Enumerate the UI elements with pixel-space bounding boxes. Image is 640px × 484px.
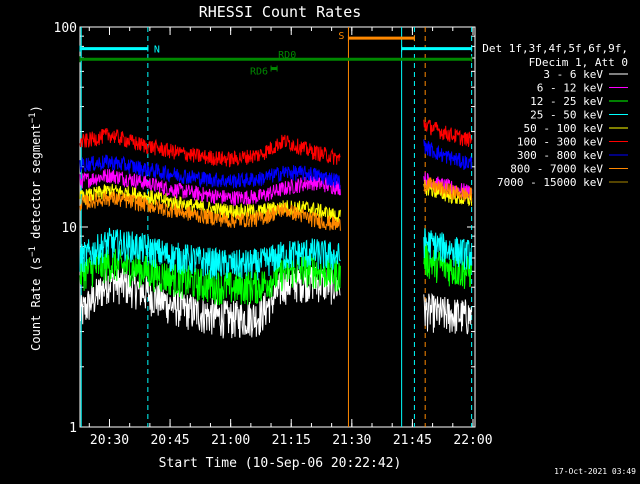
x-tick-label: 20:45 bbox=[150, 433, 189, 448]
legend-entry-label: 12 - 25 keV bbox=[530, 95, 603, 108]
y-axis-label-exponent-2: −1 bbox=[28, 112, 38, 123]
legend-entry-label: 800 - 7000 keV bbox=[510, 163, 603, 176]
x-tick-label: 20:30 bbox=[90, 433, 129, 448]
legend-header-line-2: FDecim 1, Att 0 bbox=[529, 56, 628, 69]
generation-timestamp: 17-Oct-2021 03:49 bbox=[554, 467, 636, 476]
x-tick-label: 21:00 bbox=[211, 433, 250, 448]
flag-bar-label: RD6 bbox=[250, 67, 268, 78]
series-line-5 bbox=[423, 119, 473, 147]
chart-title: RHESSI Count Rates bbox=[199, 3, 362, 21]
x-tick-label: 22:00 bbox=[453, 433, 492, 448]
series-line-0 bbox=[423, 292, 473, 335]
y-tick-label: 10 bbox=[61, 221, 77, 236]
series-line-2 bbox=[423, 244, 473, 289]
series-line-6 bbox=[79, 154, 341, 190]
y-axis-label-middle: detector segment bbox=[29, 123, 43, 246]
flag-bar-label: RD0 bbox=[278, 50, 296, 61]
y-axis-label: Count Rate (s−1 detector segment−1) bbox=[28, 105, 43, 351]
series-line-3 bbox=[79, 227, 341, 281]
y-tick-label: 100 bbox=[54, 21, 77, 36]
legend-entry-label: 7000 - 15000 keV bbox=[497, 176, 603, 189]
x-tick-label: 21:30 bbox=[332, 433, 371, 448]
x-tick-label: 21:45 bbox=[393, 433, 432, 448]
series-line-3 bbox=[423, 228, 473, 270]
series-line-0 bbox=[79, 263, 341, 339]
y-axis-label-end: ) bbox=[29, 105, 43, 112]
series-line-7 bbox=[423, 177, 473, 202]
x-tick-label: 21:15 bbox=[272, 433, 311, 448]
flag-bar-label: N bbox=[154, 45, 160, 56]
legend-entry-label: 100 - 300 keV bbox=[517, 136, 603, 149]
flag-bar-label: S bbox=[338, 31, 344, 42]
series-line-5 bbox=[79, 127, 341, 168]
y-axis-label-exponent-1: −1 bbox=[28, 246, 38, 257]
legend-entry-label: 50 - 100 keV bbox=[524, 122, 604, 135]
x-axis-label: Start Time (10-Sep-06 20:22:42) bbox=[159, 456, 402, 471]
legend-entry-label: 25 - 50 keV bbox=[530, 109, 603, 122]
series-line-6 bbox=[423, 139, 473, 171]
series-line-4 bbox=[423, 179, 473, 207]
series-line-7 bbox=[79, 191, 341, 231]
legend-entry-label: 6 - 12 keV bbox=[537, 82, 604, 95]
legend-entry-label: 300 - 800 keV bbox=[517, 149, 603, 162]
y-tick-label: 1 bbox=[69, 421, 77, 436]
series-line-2 bbox=[79, 248, 341, 306]
legend-header-line-1: Det 1f,3f,4f,5f,6f,9f, bbox=[482, 42, 628, 55]
legend-entry-label: 3 - 6 keV bbox=[543, 68, 603, 81]
y-axis-label-main: Count Rate (s bbox=[29, 257, 43, 351]
series-line-1 bbox=[79, 169, 341, 206]
